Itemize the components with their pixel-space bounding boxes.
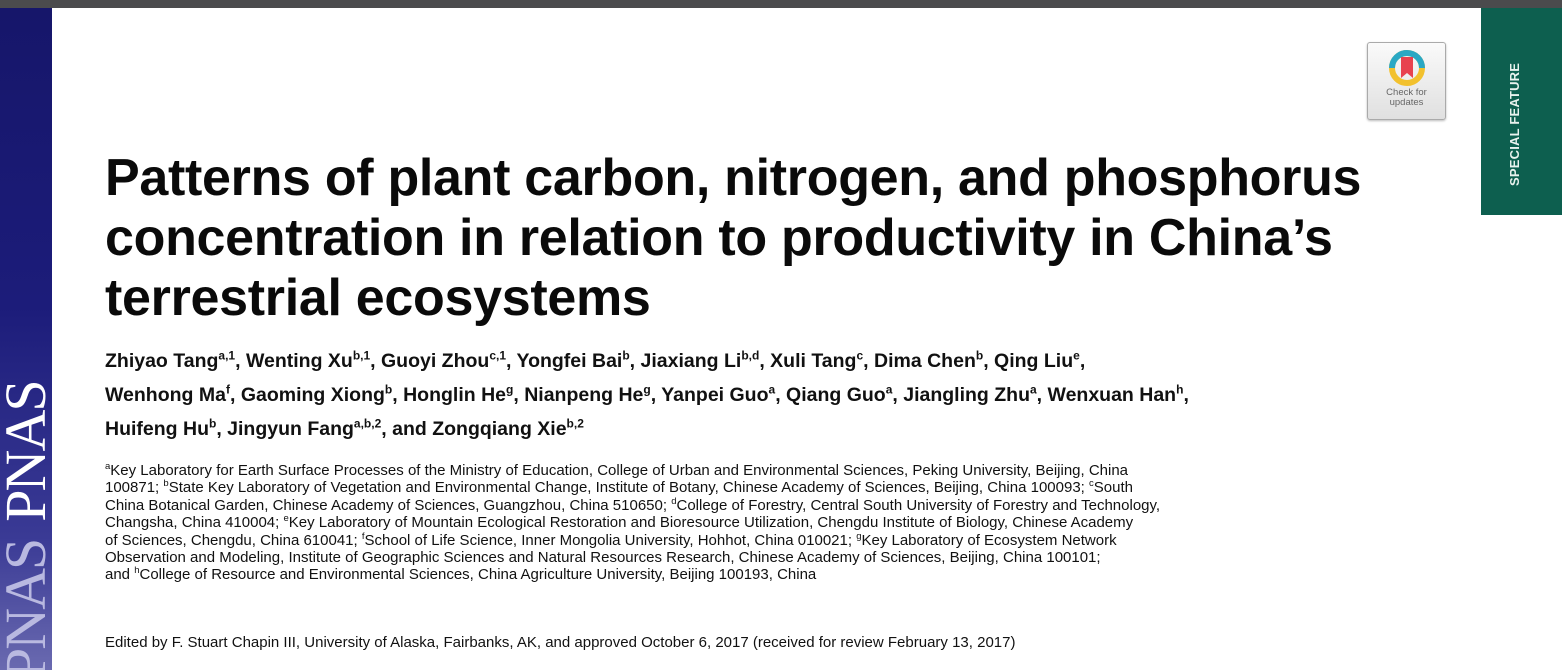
author-line: Huifeng Hub, Jingyun Fanga,b,2, and Zong…: [105, 416, 584, 441]
affiliation-line: China Botanical Garden, Chinese Academy …: [105, 497, 1160, 514]
author-affiliation-marker: a,1: [218, 348, 236, 363]
author-affiliation-marker: b: [384, 382, 393, 397]
affiliation-text: and: [105, 566, 135, 584]
author-affiliation-marker: a,b,2: [353, 416, 382, 431]
journal-logo: PNASPNAS: [0, 381, 52, 670]
author-line: Zhiyao Tanga,1, Wenting Xub,1, Guoyi Zho…: [105, 348, 1086, 373]
author-affiliation-marker: g: [506, 382, 514, 397]
author-affiliation-marker: b: [208, 416, 217, 431]
author-affiliation-marker: b: [622, 348, 630, 363]
author-affiliation-marker: a: [1029, 382, 1037, 397]
affiliation-marker: d: [671, 495, 677, 507]
affiliation-text: School of Life Science, Inner Mongolia U…: [364, 531, 857, 549]
author-list: Zhiyao Tanga,1, Wenting Xub,1, Guoyi Zho…: [105, 344, 1189, 446]
check-updates-label: updates: [1389, 97, 1424, 108]
affiliation-text: Key Laboratory of Ecosystem Network: [861, 531, 1117, 549]
affiliation-text: College of Forestry, Central South Unive…: [676, 496, 1161, 514]
author-line: Wenhong Maf, Gaoming Xiongb, Honglin Heg…: [105, 382, 1189, 407]
affiliation-text: Observation and Modeling, Institute of G…: [105, 549, 1101, 567]
author-name[interactable]: Zhiyao Tang: [105, 350, 219, 372]
affiliation-line: Observation and Modeling, Institute of G…: [105, 549, 1160, 566]
author-name[interactable]: Yongfei Bai: [516, 350, 623, 372]
author-affiliation-marker: c: [856, 348, 864, 363]
author-name[interactable]: and Zongqiang Xie: [392, 418, 567, 440]
author-affiliation-marker: e: [1073, 348, 1080, 363]
author-affiliation-marker: b: [975, 348, 984, 363]
check-updates-label: Check for: [1386, 87, 1427, 98]
author-affiliation-marker: b,2: [566, 416, 584, 431]
affiliation-marker: h: [134, 565, 140, 577]
author-name[interactable]: Honglin He: [403, 384, 507, 406]
check-for-updates-button[interactable]: Check for updates: [1367, 42, 1446, 120]
author-name[interactable]: Wenxuan Han: [1047, 384, 1177, 406]
affiliation-text: 100871;: [105, 479, 164, 497]
author-name[interactable]: Yanpei Guo: [661, 384, 769, 406]
affiliation-text: China Botanical Garden, Chinese Academy …: [105, 496, 672, 514]
section-tab: SPECIAL FEATURE: [1481, 8, 1562, 215]
title-line: terrestrial ecosystems: [105, 269, 651, 327]
edited-by-note: Edited by F. Stuart Chapin III, Universi…: [105, 634, 1016, 651]
affiliation-text: State Key Laboratory of Vegetation and E…: [168, 479, 1089, 497]
title-line: Patterns of plant carbon, nitrogen, and …: [105, 149, 1362, 207]
affiliation-marker: g: [856, 530, 862, 542]
author-name[interactable]: Guoyi Zhou: [381, 350, 490, 372]
author-affiliation-marker: c,1: [489, 348, 507, 363]
affiliation-line: Changsha, China 410004; eKey Laboratory …: [105, 514, 1160, 531]
author-name[interactable]: Jingyun Fang: [227, 418, 354, 440]
author-name[interactable]: Wenting Xu: [245, 350, 353, 372]
author-affiliation-marker: a: [885, 382, 893, 397]
author-affiliation-marker: g: [643, 382, 651, 397]
author-name[interactable]: Wenhong Ma: [105, 384, 226, 406]
author-name[interactable]: Gaoming Xiong: [240, 384, 385, 406]
author-name[interactable]: Nianpeng He: [524, 384, 644, 406]
author-name[interactable]: Qing Liu: [994, 350, 1074, 372]
author-name[interactable]: Huifeng Hu: [105, 418, 209, 440]
viewer-top-bar: [0, 0, 1562, 8]
affiliation-line: and hCollege of Resource and Environment…: [105, 566, 1160, 583]
article-title: Patterns of plant carbon, nitrogen, and …: [105, 148, 1361, 328]
author-name[interactable]: Jiangling Zhu: [903, 384, 1030, 406]
section-tab-label: SPECIAL FEATURE: [1507, 62, 1522, 186]
affiliation-marker: f: [361, 530, 365, 542]
affiliation-marker: b: [163, 478, 169, 490]
affiliation-marker: a: [105, 461, 111, 472]
author-name[interactable]: Xuli Tang: [770, 350, 857, 372]
author-name[interactable]: Jiaxiang Li: [640, 350, 742, 372]
affiliation-text: Changsha, China 410004;: [105, 514, 284, 532]
affiliation-line: 100871; bState Key Laboratory of Vegetat…: [105, 479, 1160, 496]
author-affiliation-marker: b,1: [352, 348, 371, 363]
affiliation-line: of Sciences, Chengdu, China 610041; fSch…: [105, 530, 1160, 549]
affiliation-text: South: [1093, 479, 1133, 497]
bookmark-ring-icon: [1388, 50, 1425, 86]
affiliation-marker: e: [283, 513, 289, 525]
affiliation-text: Key Laboratory for Earth Surface Process…: [110, 462, 1129, 479]
author-affiliation-marker: f: [225, 382, 230, 397]
author-affiliation-marker: a: [768, 382, 776, 397]
affiliation-text: College of Resource and Environmental Sc…: [139, 566, 817, 584]
author-affiliation-marker: h: [1176, 382, 1184, 397]
affiliation-text: Key Laboratory of Mountain Ecological Re…: [288, 514, 1134, 532]
title-line: concentration in relation to productivit…: [105, 209, 1333, 267]
affiliations: aKey Laboratory for Earth Surface Proces…: [105, 462, 1160, 584]
author-name[interactable]: Qiang Guo: [786, 384, 886, 406]
affiliation-marker: c: [1089, 478, 1094, 490]
affiliation-line: aKey Laboratory for Earth Surface Proces…: [105, 462, 1160, 479]
journal-side-stripe: PNASPNAS: [0, 8, 52, 670]
author-name[interactable]: Dima Chen: [874, 350, 976, 372]
author-affiliation-marker: b,d: [741, 348, 760, 363]
affiliation-text: of Sciences, Chengdu, China 610041;: [105, 531, 362, 549]
